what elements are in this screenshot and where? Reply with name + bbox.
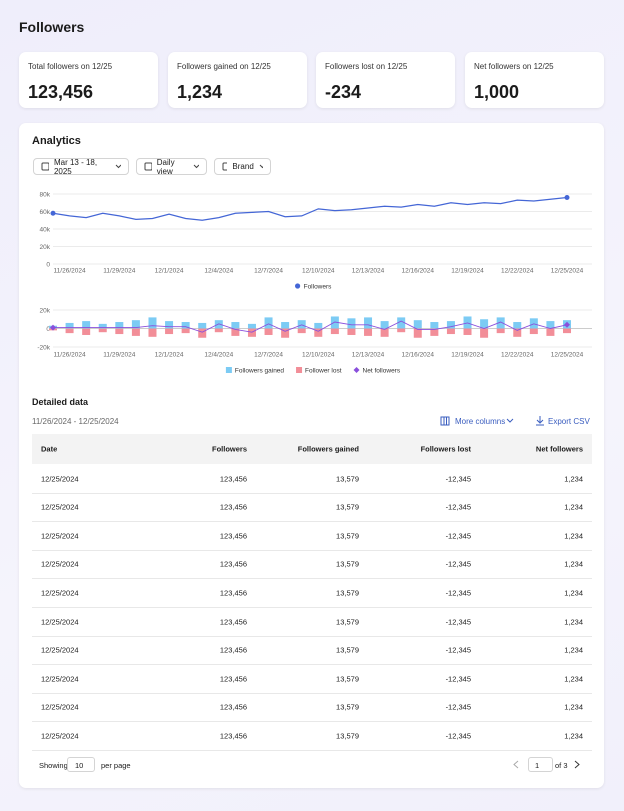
x-tick-label: 11/29/2024 [103,268,135,275]
y-tick-label: 60k [40,209,51,216]
bar [513,322,521,328]
legend-label: Followers [304,284,333,291]
bar [430,322,438,328]
bar [563,329,571,334]
x-tick-label: 12/19/2024 [451,352,484,359]
x-tick-label: 12/4/2024 [204,268,233,275]
x-tick-label: 12/7/2024 [254,268,283,275]
x-tick-label: 12/25/2024 [551,352,584,359]
bar [215,329,223,333]
bar [99,329,107,333]
y-tick-label: 80k [40,192,51,199]
x-tick-label: 12/1/2024 [155,352,184,359]
bar [298,329,306,334]
bar [364,317,372,328]
bar [281,322,289,328]
x-tick-label: 12/22/2024 [501,352,534,359]
x-tick-label: 11/26/2024 [54,352,86,359]
bar [464,316,472,328]
x-tick-label: 12/13/2024 [352,268,385,275]
bar [148,329,156,337]
bar [182,329,190,334]
bar [480,329,488,338]
point [565,195,570,200]
bar [347,318,355,328]
x-tick-label: 12/13/2024 [352,352,385,359]
bar [464,329,472,335]
bar [248,329,256,337]
x-tick-label: 12/16/2024 [402,352,435,359]
y-tick-label: -20k [37,345,50,352]
legend-label: Net followers [363,368,401,375]
bar [231,322,239,328]
bar [364,329,372,336]
bar [497,329,505,334]
bar [198,329,206,338]
line-series [53,321,567,332]
legend-marker [354,367,360,373]
point [51,211,56,216]
x-tick-label: 12/19/2024 [451,268,484,275]
bar [546,329,554,336]
bar [381,321,389,328]
bar [82,329,90,335]
x-tick-label: 11/26/2024 [54,268,86,275]
bar [447,329,455,335]
bar [265,329,273,335]
legend-marker [226,367,232,373]
y-tick-label: 20k [40,244,51,251]
x-tick-label: 12/10/2024 [302,268,335,275]
x-tick-label: 12/7/2024 [254,352,283,359]
bar [530,329,538,335]
bar [115,329,123,335]
y-tick-label: 40k [40,227,51,234]
legend-label: Followers gained [235,368,285,375]
bar [314,323,322,329]
legend-label: Follower lost [305,368,342,375]
bar [248,324,256,329]
bar [347,329,355,335]
bar [165,321,173,328]
x-tick-label: 11/29/2024 [103,352,135,359]
x-tick-label: 12/10/2024 [302,352,335,359]
bar [414,329,422,338]
bar [414,320,422,328]
y-tick-label: 0 [46,262,50,269]
line-series [53,198,567,221]
bar [66,329,74,334]
bar [265,317,273,328]
x-tick-label: 12/16/2024 [402,268,435,275]
legend: Followers [295,283,332,290]
y-tick-label: 20k [40,308,51,315]
bar [198,323,206,329]
bar [148,317,156,328]
bar [165,329,173,335]
bar [132,329,140,336]
legend-marker [296,367,302,373]
bar [513,329,521,337]
x-tick-label: 12/1/2024 [155,268,184,275]
legend-marker [295,283,300,288]
x-tick-label: 12/22/2024 [501,268,534,275]
x-tick-label: 12/25/2024 [551,268,584,275]
x-tick-label: 12/4/2024 [204,352,233,359]
legend: Followers gained Follower lost Net followe… [226,367,401,375]
bar [397,329,405,333]
bar [331,329,339,335]
